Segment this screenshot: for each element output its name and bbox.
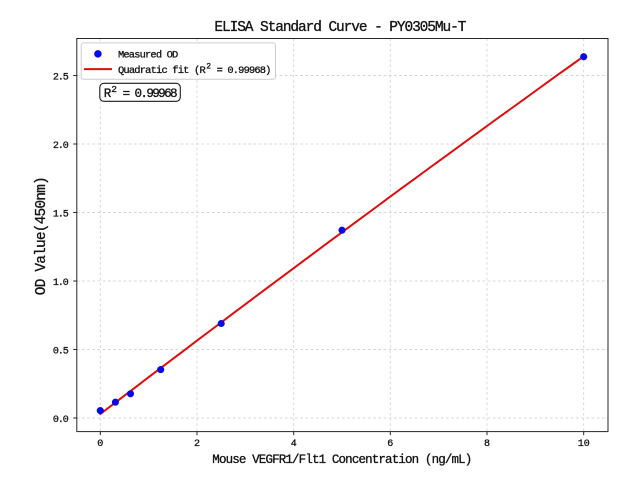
svg-text:ELISA Standard Curve - PY0305M: ELISA Standard Curve - PY0305Mu-T [214, 20, 466, 36]
svg-text:OD Value(450nm): OD Value(450nm) [34, 176, 50, 295]
svg-text:8: 8 [484, 439, 490, 450]
svg-text:Quadratic fit (R: Quadratic fit (R [118, 65, 206, 77]
svg-text:= 0.99968): = 0.99968) [217, 65, 272, 77]
svg-text:Measured OD: Measured OD [118, 50, 178, 62]
svg-text:R: R [104, 87, 112, 101]
svg-text:2.5: 2.5 [53, 72, 69, 83]
svg-text:1.5: 1.5 [53, 209, 69, 220]
svg-text:2: 2 [111, 84, 117, 95]
svg-text:2: 2 [206, 63, 211, 72]
svg-text:1.0: 1.0 [53, 278, 69, 289]
svg-text:2: 2 [194, 439, 200, 450]
svg-text:4: 4 [291, 439, 297, 450]
svg-text:0: 0 [97, 439, 103, 450]
svg-text:0.0: 0.0 [53, 415, 69, 426]
svg-text:6: 6 [387, 439, 393, 450]
svg-text:Mouse VEGFR1/Flt1 Concentratio: Mouse VEGFR1/Flt1 Concentration (ng/mL) [212, 453, 472, 467]
svg-text:2.0: 2.0 [53, 141, 69, 152]
svg-text:= 0.99968: = 0.99968 [123, 87, 178, 101]
svg-text:10: 10 [578, 439, 590, 450]
svg-text:0.5: 0.5 [53, 346, 69, 357]
